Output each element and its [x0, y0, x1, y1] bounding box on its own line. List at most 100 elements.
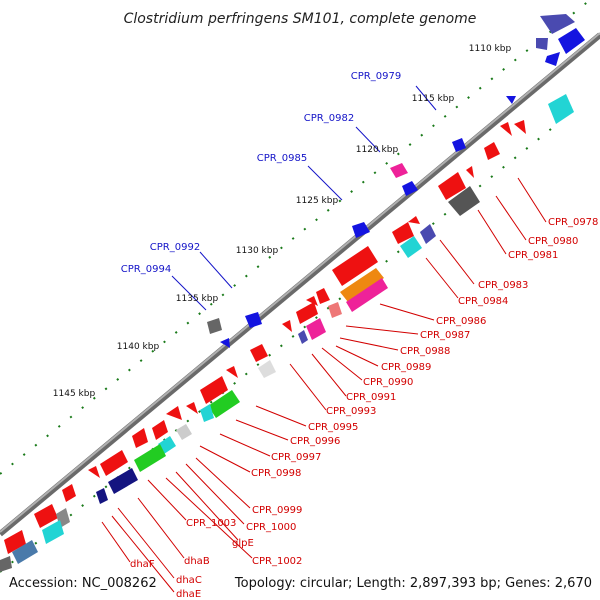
- gene-block: [506, 96, 516, 104]
- gene-block: [448, 186, 480, 216]
- gene-block: [186, 402, 198, 414]
- gene-label: CPR_0997: [271, 452, 321, 463]
- gene-block: [152, 420, 168, 440]
- gene-block: [96, 488, 108, 504]
- leader-glpe: [175, 471, 239, 541]
- leader-cpr0979: [415, 85, 437, 111]
- gene-block: [0, 556, 12, 572]
- forward-genes: [207, 14, 585, 348]
- gene-block: [100, 450, 128, 476]
- gene-block: [200, 404, 214, 422]
- gene-label: CPR_0985: [257, 153, 307, 164]
- gene-block: [540, 14, 575, 34]
- gene-block: [545, 52, 560, 66]
- gene-label: dhaC: [176, 575, 202, 586]
- gene-block: [340, 268, 384, 302]
- genome-backbone: [0, 32, 600, 537]
- gene-label: CPR_1003: [186, 518, 236, 529]
- gene-label: dhaB: [184, 556, 210, 567]
- leader-cpr0989: [335, 345, 379, 367]
- gene-label: CPR_0982: [304, 113, 354, 124]
- gene-label: CPR_0991: [346, 392, 396, 403]
- gene-label: CPR_0988: [400, 346, 450, 357]
- leader-cpr0981: [477, 209, 507, 255]
- gene-label: CPR_0990: [363, 377, 413, 388]
- gene-block: [282, 320, 292, 332]
- leader-cpr0997: [219, 433, 271, 457]
- gene-block: [536, 38, 548, 50]
- leader-cpr1002: [165, 477, 253, 559]
- bottom-label-leaders: [101, 177, 547, 593]
- kbp-label: 1125 kbp: [296, 196, 339, 206]
- kbp-label: 1120 kbp: [356, 145, 399, 155]
- gene-block: [176, 424, 192, 440]
- top-gene-labels: CPR_0979 CPR_0982 CPR_0985 CPR_0992 CPR_…: [121, 71, 401, 275]
- leader-cpr0991: [311, 353, 347, 397]
- gene-block: [306, 296, 318, 306]
- tick-dots-outer: [0, 0, 591, 475]
- leader-dhae: [111, 515, 175, 593]
- gene-label: CPR_0995: [308, 422, 358, 433]
- leader-cpr0988: [339, 337, 399, 351]
- gene-label: CPR_1000: [246, 522, 296, 533]
- gene-label: dhaF: [130, 559, 155, 570]
- leader-cpr0986: [379, 303, 435, 321]
- leader-dhac: [117, 507, 175, 579]
- gene-block: [166, 406, 182, 420]
- gene-block: [514, 120, 526, 134]
- gene-block: [12, 540, 38, 564]
- gene-label: CPR_0987: [420, 330, 470, 341]
- gene-block: [62, 484, 76, 502]
- leader-cpr0998: [199, 445, 251, 473]
- map-title: Clostridium perfringens SM101, complete …: [124, 11, 477, 27]
- gene-block: [134, 444, 166, 472]
- reverse-genes: [0, 94, 574, 572]
- leader-dhaf: [101, 521, 131, 563]
- gene-block: [500, 122, 512, 136]
- leader-cpr1000: [185, 463, 245, 525]
- leader-cpr0995: [255, 405, 307, 427]
- gene-block: [438, 172, 466, 200]
- leader-cpr0984: [425, 257, 459, 299]
- gene-label: CPR_0983: [478, 280, 528, 291]
- gene-block: [34, 504, 58, 528]
- gene-block: [332, 246, 378, 286]
- leader-cpr0987: [345, 325, 419, 335]
- kbp-label: 1130 kbp: [236, 246, 279, 256]
- gene-block: [408, 216, 420, 224]
- bottom-gene-labels: CPR_0978 CPR_0980 CPR_0981 CPR_0983 CPR_…: [130, 217, 598, 600]
- gene-label: CPR_0981: [508, 250, 558, 261]
- gene-label: dhaE: [176, 589, 201, 600]
- gene-label: CPR_0996: [290, 436, 340, 447]
- backbone-highlight: [0, 32, 600, 533]
- gene-block: [484, 142, 500, 160]
- gene-block: [402, 181, 418, 196]
- leader-dhab: [137, 497, 185, 559]
- gene-block: [390, 163, 408, 178]
- gene-block: [42, 520, 64, 544]
- accession-text: Accession: NC_008262: [9, 576, 157, 591]
- gene-block: [298, 330, 308, 344]
- gene-block: [558, 28, 585, 54]
- gene-block: [108, 468, 138, 494]
- gene-block: [207, 318, 222, 334]
- kbp-label: 1115 kbp: [412, 94, 455, 104]
- gene-block: [466, 166, 474, 178]
- gene-label: CPR_0999: [252, 505, 302, 516]
- gene-label: CPR_0980: [528, 236, 578, 247]
- leader-cpr0985: [307, 165, 343, 201]
- gene-label: CPR_0984: [458, 296, 508, 307]
- gene-block: [200, 376, 228, 404]
- gene-label: CPR_0986: [436, 316, 486, 327]
- gene-label: CPR_0992: [150, 242, 200, 253]
- gene-block: [346, 278, 388, 312]
- gene-block: [352, 222, 370, 238]
- gene-block: [245, 312, 262, 328]
- gene-block: [420, 224, 436, 244]
- gene-label: CPR_0978: [548, 217, 598, 228]
- leader-cpr0992: [199, 251, 233, 289]
- leader-cpr0994: [171, 275, 207, 311]
- gene-block: [306, 318, 326, 340]
